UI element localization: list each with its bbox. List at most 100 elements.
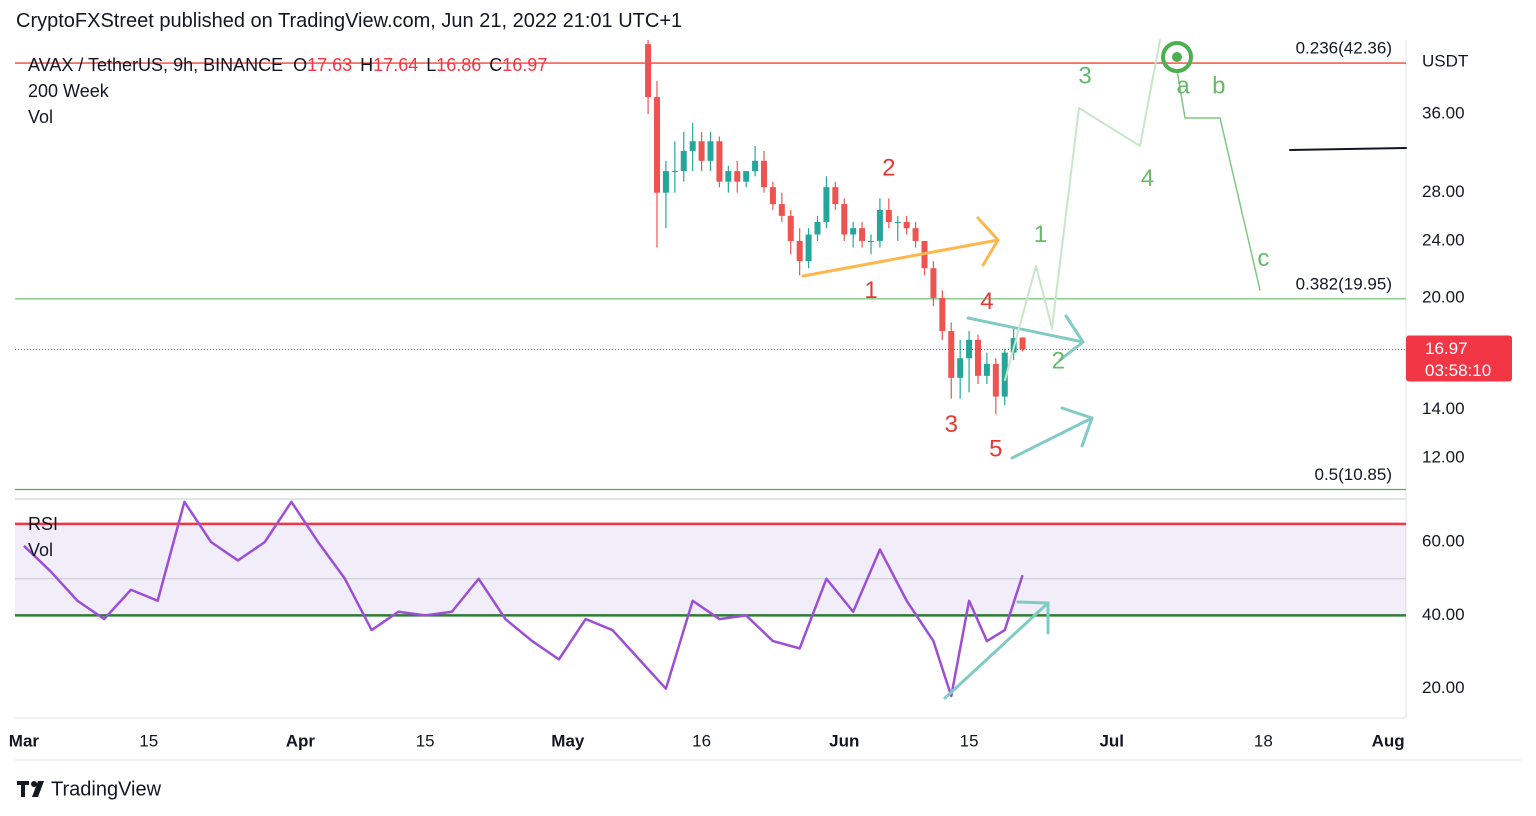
candle-body — [859, 228, 866, 241]
rsi-legend: RSI — [28, 514, 58, 534]
rsi-band — [15, 523, 1406, 616]
wave-label: 3 — [945, 411, 958, 438]
wave-label: 1 — [864, 277, 877, 304]
ohlc-prefix: O — [293, 55, 307, 75]
ohlc-prefix: H — [360, 55, 373, 75]
candle-body — [823, 187, 830, 222]
candle-body — [716, 141, 723, 182]
candle-body — [885, 209, 892, 222]
x-tick-label: Apr — [286, 731, 316, 750]
ohlc-open: 17.63 — [307, 55, 352, 75]
wave-label: 2 — [882, 154, 895, 181]
candle-body — [725, 171, 732, 182]
y-tick-label: 14.00 — [1422, 399, 1465, 418]
x-tick-label: 15 — [139, 731, 158, 750]
candle-body — [698, 141, 705, 161]
candle-body — [903, 221, 910, 229]
candle-body — [787, 215, 794, 241]
x-tick-label: 18 — [1254, 731, 1273, 750]
candle-body — [662, 171, 669, 193]
candle-body — [868, 240, 874, 242]
candle-body — [645, 44, 652, 98]
wave-label: 4 — [980, 288, 993, 315]
rsi-tick-label: 60.00 — [1422, 532, 1465, 551]
wave-label: b — [1212, 73, 1225, 100]
fib-label: 0.5(10.85) — [1315, 465, 1393, 484]
pane-frame — [15, 40, 1521, 761]
ohlc-prefix: C — [489, 55, 502, 75]
x-tick-label: 16 — [692, 731, 711, 750]
price-tag — [1406, 335, 1512, 382]
rsi-legend: Vol — [28, 540, 53, 560]
y-tick-label: 12.00 — [1422, 447, 1465, 466]
candle-body — [654, 97, 660, 193]
candle-body — [948, 331, 955, 378]
candle-body — [992, 364, 999, 397]
candle-body — [814, 221, 821, 235]
ohlc-prefix: L — [426, 55, 436, 75]
candle-body — [1019, 337, 1026, 350]
candle-body — [707, 141, 714, 161]
candle-body — [832, 187, 839, 205]
y-tick-label: 28.00 — [1422, 182, 1465, 201]
x-tick-label: May — [551, 731, 585, 750]
candle-body — [761, 160, 767, 188]
wave-label: 4 — [1141, 165, 1154, 192]
x-tick-label: Jun — [829, 731, 859, 750]
rsi-tick-label: 20.00 — [1422, 678, 1465, 697]
ohlc-high: 17.64 — [373, 55, 418, 75]
wave-label: 2 — [1052, 347, 1065, 374]
candle-body — [778, 204, 785, 216]
wave-label: 5 — [989, 436, 1002, 463]
x-tick-label: 15 — [416, 731, 435, 750]
symbol: AVAX / TetherUS, 9h, BINANCE — [28, 55, 283, 75]
x-tick-label: 15 — [960, 731, 979, 750]
rsi-tick-label: 40.00 — [1422, 605, 1465, 624]
candle-body — [743, 171, 750, 182]
currency-label: USDT — [1422, 51, 1468, 70]
publish-header: CryptoFXStreet published on TradingView.… — [16, 10, 683, 32]
candle-body — [805, 234, 812, 262]
candle-body — [769, 187, 776, 205]
candle-body — [734, 171, 741, 182]
candle-body — [930, 268, 937, 299]
y-tick-label: 20.00 — [1422, 288, 1465, 307]
candle-body — [689, 141, 696, 151]
ohlc-low: 16.86 — [436, 55, 481, 75]
wave-label: a — [1176, 73, 1190, 100]
fib-label: 0.382(19.95) — [1296, 274, 1392, 293]
x-tick-label: Jul — [1099, 731, 1124, 750]
candle-body — [957, 358, 964, 378]
candle-body — [671, 171, 678, 173]
indicator-legend: 200 Week — [28, 81, 110, 101]
indicator-legend: Vol — [28, 107, 53, 127]
candle-body — [975, 339, 981, 376]
candle-body — [1001, 352, 1008, 397]
candle-body — [876, 209, 883, 241]
x-tick-label: Aug — [1372, 731, 1405, 750]
candle-body — [680, 150, 687, 172]
candle-body — [752, 160, 759, 172]
brand-logo — [17, 781, 44, 797]
price-tag-countdown: 03:58:10 — [1425, 361, 1491, 380]
fib-label: 0.236(42.36) — [1296, 39, 1392, 58]
candle-body — [796, 240, 803, 262]
price-tag-value: 16.97 — [1425, 339, 1468, 358]
x-tick-label: Mar — [9, 731, 40, 750]
drawings — [801, 39, 1407, 700]
wave-label: 3 — [1078, 62, 1091, 89]
candle-body — [894, 221, 901, 223]
candle-body — [841, 204, 848, 235]
candle-body — [850, 228, 857, 235]
rsi-line — [23, 500, 1024, 698]
y-tick-label: 24.00 — [1422, 230, 1465, 249]
candle-body — [912, 228, 919, 241]
ohlc-close: 16.97 — [502, 55, 547, 75]
wave-label: c — [1257, 245, 1269, 272]
candle-body — [939, 298, 946, 332]
y-tick-label: 36.00 — [1422, 103, 1465, 122]
symbol-legend: AVAX / TetherUS, 9h, BINANCE O17.63 H17.64… — [28, 55, 547, 75]
brand-name: TradingView — [51, 778, 162, 800]
